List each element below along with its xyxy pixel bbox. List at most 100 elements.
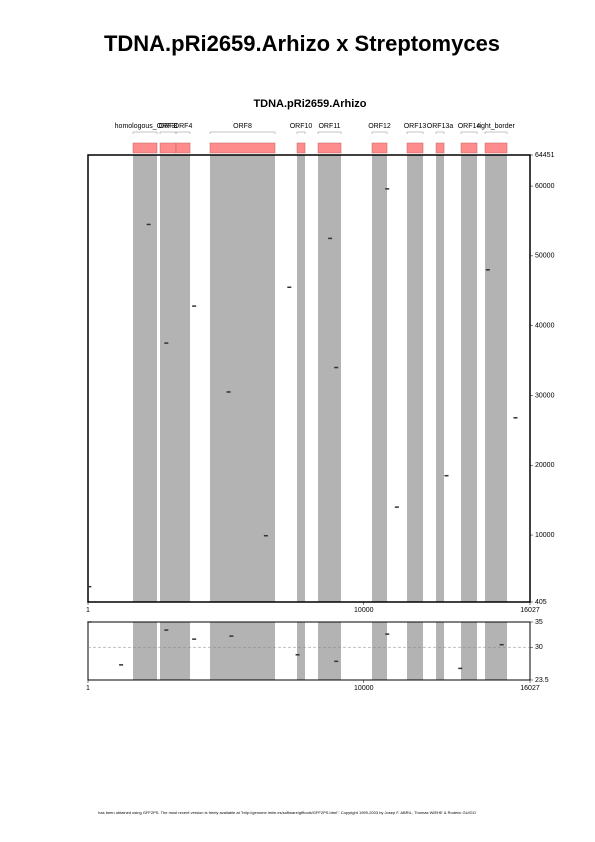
feature-bracket <box>132 131 158 134</box>
hit <box>334 660 339 663</box>
y-tick-label: 50000 <box>535 253 555 260</box>
hit <box>229 635 234 637</box>
hit <box>444 474 449 477</box>
hit <box>513 417 518 419</box>
feature-band <box>297 622 306 680</box>
plot-frame <box>87 621 531 681</box>
feature-band <box>318 155 342 602</box>
feature-bracket <box>435 131 445 134</box>
hit <box>87 585 92 588</box>
feature-box <box>132 142 158 154</box>
feature-band <box>133 622 158 680</box>
feature-box <box>406 142 424 154</box>
hit <box>164 629 169 631</box>
feature-band <box>407 155 424 602</box>
hit <box>499 643 504 646</box>
feature-band <box>436 622 445 680</box>
hit <box>164 342 169 344</box>
feature-band <box>407 622 424 680</box>
y-tick-label: 30 <box>535 644 543 651</box>
feature-box <box>371 142 388 154</box>
feature-band <box>485 622 508 680</box>
feature-bracket <box>175 131 191 134</box>
hit <box>328 237 333 240</box>
feature-band <box>436 155 445 602</box>
hit <box>295 654 300 656</box>
hit <box>226 391 231 393</box>
feature-box <box>317 142 342 154</box>
plot-frame <box>87 154 531 603</box>
y-tick-label: 10000 <box>535 532 555 539</box>
feature-label: ORF13 <box>404 123 427 130</box>
feature-band <box>176 622 191 680</box>
feature-label: right_border <box>477 123 515 130</box>
hit <box>87 621 92 623</box>
feature-bracket <box>159 131 177 134</box>
feature-label: ORF4 <box>174 123 193 130</box>
y-tick-label: 60000 <box>535 183 555 190</box>
x-tick-label: 1 <box>86 685 90 692</box>
feature-band <box>160 155 177 602</box>
feature-box <box>460 142 478 154</box>
footer: has been obtained using GFF2PS. The most… <box>98 810 476 815</box>
hit <box>385 188 390 190</box>
feature-label: ORF13a <box>427 123 454 130</box>
feature-label: ORF10 <box>290 123 313 130</box>
feature-band <box>160 622 177 680</box>
page-title: TDNA.pRi2659.Arhizo x Streptomyces <box>104 31 500 56</box>
feature-box <box>484 142 508 154</box>
feature-label: ORF12 <box>368 123 391 130</box>
feature-bracket <box>460 131 478 134</box>
y-tick-label: 20000 <box>535 462 555 469</box>
y-tick-label: 405 <box>535 599 547 606</box>
hit <box>485 269 490 271</box>
feature-band <box>297 155 306 602</box>
y-tick-label: 23.5 <box>535 677 549 684</box>
hit <box>192 305 197 307</box>
feature-bracket <box>317 131 342 134</box>
x-tick-label: 16027 <box>520 607 540 614</box>
feature-label: ORF3 <box>159 123 178 130</box>
feature-band <box>485 155 508 602</box>
feature-band <box>176 155 191 602</box>
y-tick-label: 40000 <box>535 322 555 329</box>
feature-band <box>133 155 158 602</box>
feature-band <box>372 155 388 602</box>
feature-label: ORF8 <box>233 123 252 130</box>
hit <box>263 534 268 537</box>
hit <box>119 664 124 666</box>
hit <box>287 286 292 289</box>
feature-bracket <box>406 131 424 134</box>
feature-bracket <box>296 131 306 134</box>
feature-bracket <box>209 131 276 134</box>
feature-band <box>461 155 478 602</box>
y-tick-label: 35 <box>535 619 543 626</box>
feature-box <box>175 142 191 154</box>
x-tick-label: 1 <box>86 607 90 614</box>
x-tick-label: 10000 <box>354 607 374 614</box>
hit <box>334 366 339 369</box>
feature-band <box>372 622 388 680</box>
y-tick-label: 30000 <box>535 392 555 399</box>
x-tick-label: 16027 <box>520 685 540 692</box>
chart-title: TDNA.pRi2659.Arhizo <box>253 98 366 110</box>
hit <box>192 638 197 640</box>
feature-box <box>296 142 306 154</box>
feature-label: ORF14 <box>458 123 481 130</box>
x-tick-label: 10000 <box>354 685 374 692</box>
feature-band <box>210 622 276 680</box>
feature-box <box>209 142 276 154</box>
feature-band <box>461 622 478 680</box>
hit <box>146 223 151 226</box>
y-tick-label: 64451 <box>535 152 555 159</box>
feature-label: homologous_ORF3 <box>115 123 176 130</box>
feature-label: ORF11 <box>318 123 340 130</box>
feature-bracket <box>484 131 508 134</box>
feature-box <box>159 142 177 154</box>
hit <box>458 667 463 670</box>
hit <box>385 633 390 635</box>
feature-band <box>210 155 276 602</box>
hit <box>394 506 399 508</box>
feature-band <box>318 622 342 680</box>
